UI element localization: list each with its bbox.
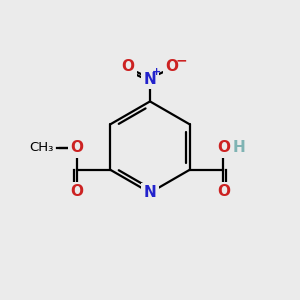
Text: −: − <box>176 53 187 68</box>
Text: O: O <box>70 140 83 155</box>
Text: N: N <box>144 72 156 87</box>
Text: methoxy: methoxy <box>50 147 56 148</box>
Text: O: O <box>70 184 83 200</box>
Text: O: O <box>122 59 134 74</box>
Text: O: O <box>166 59 178 74</box>
Text: H: H <box>232 140 245 155</box>
Text: CH₃: CH₃ <box>29 141 54 154</box>
Text: O: O <box>53 147 54 148</box>
Text: N: N <box>144 185 156 200</box>
Text: +: + <box>152 67 161 77</box>
Text: O: O <box>217 140 230 155</box>
Text: O: O <box>217 184 230 200</box>
